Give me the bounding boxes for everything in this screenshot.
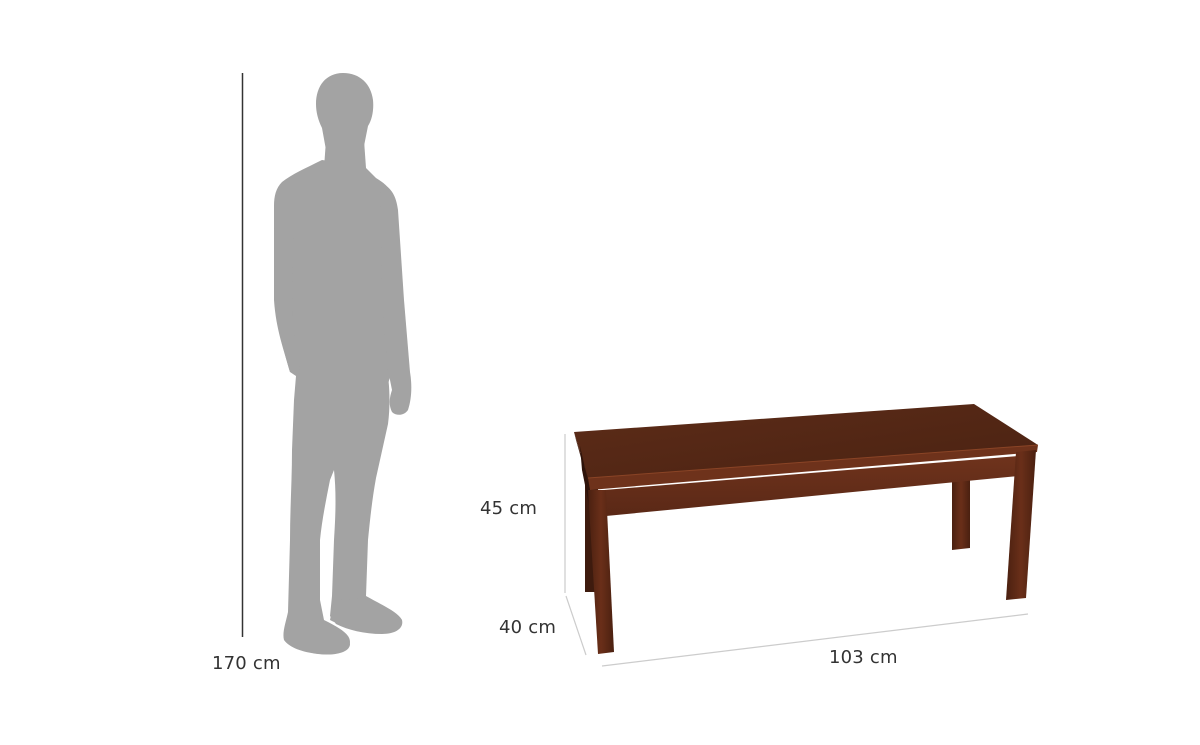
bench-top-edge (588, 445, 1038, 490)
bench-width-label: 103 cm (829, 647, 898, 668)
bench-front-left-leg (588, 490, 614, 654)
bench-front-right-leg (1006, 450, 1036, 600)
bench-front-apron (604, 456, 1018, 516)
bench-back-right-leg (952, 470, 970, 550)
person-height-label: 170 cm (212, 653, 281, 674)
human-silhouette (274, 73, 412, 655)
bench-height-label: 45 cm (480, 498, 538, 519)
bench-guides (564, 434, 1029, 667)
wooden-bench (574, 404, 1039, 654)
bench-top-surface (574, 404, 1038, 478)
bench-depth-label: 40 cm (499, 617, 557, 638)
